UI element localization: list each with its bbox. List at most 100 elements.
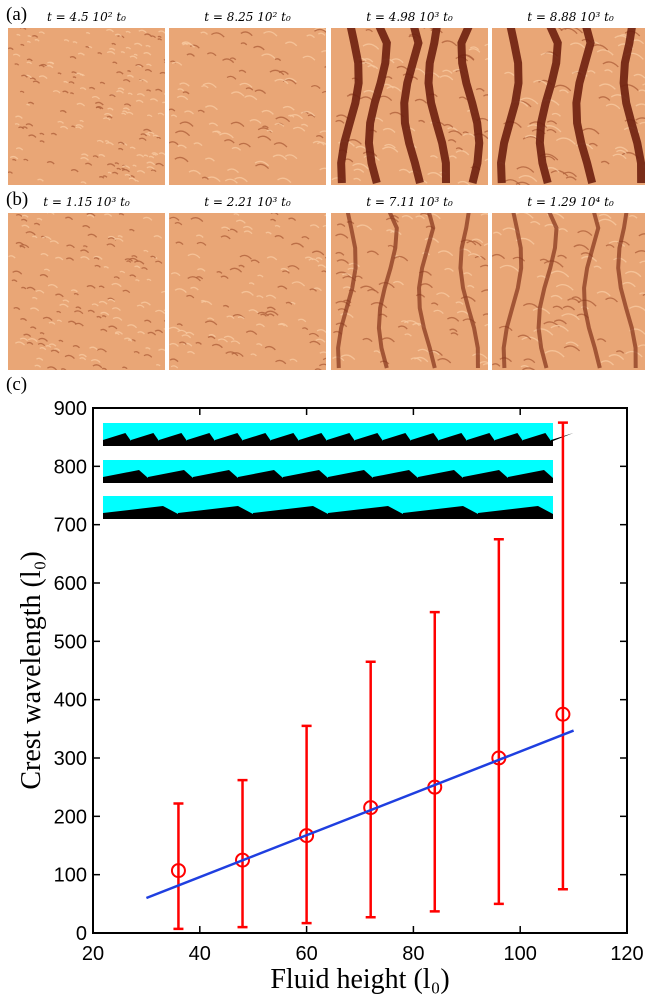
time-label: t = 4.98 10³ t₀: [366, 10, 453, 24]
ripple: [8, 171, 13, 174]
ripple: [553, 319, 567, 325]
ripple: [512, 256, 526, 262]
ripple: [79, 73, 85, 77]
ripple: [21, 286, 27, 290]
ripple: [114, 237, 124, 242]
ripple: [455, 301, 464, 305]
ripple: [250, 259, 260, 264]
ripple: [118, 213, 125, 216]
time-label: t = 7.11 10³ t₀: [366, 195, 453, 209]
ripple: [175, 241, 184, 246]
ripple: [336, 223, 346, 228]
ripple: [96, 139, 104, 144]
ripple: [72, 41, 78, 44]
ripple: [555, 283, 574, 291]
ripple: [311, 250, 325, 256]
ripple: [238, 264, 245, 268]
ripple: [365, 28, 373, 33]
ripple: [97, 52, 103, 55]
crest: [417, 213, 437, 369]
time-label: t = 2.21 10³ t₀: [204, 195, 291, 209]
ripple: [181, 42, 188, 46]
ripple: [306, 34, 315, 39]
ripple: [447, 139, 457, 143]
ripple: [546, 128, 557, 134]
ripple: [75, 306, 82, 310]
ripple: [32, 80, 41, 84]
ripple: [169, 326, 181, 332]
ripple: [26, 286, 36, 291]
crest: [364, 28, 391, 185]
ripple: [143, 249, 149, 253]
ripple: [103, 266, 109, 269]
ripple: [79, 357, 87, 361]
ripple: [184, 110, 194, 115]
ripple: [499, 264, 520, 273]
ripple: [624, 270, 642, 278]
ripple: [265, 231, 272, 235]
ripple: [18, 126, 25, 130]
ripple: [67, 320, 77, 325]
ripple: [226, 315, 235, 319]
ripple: [204, 157, 215, 162]
ripple: [308, 258, 320, 263]
ripple: [169, 108, 176, 112]
ripple: [223, 335, 235, 341]
ripple: [124, 258, 133, 262]
ripple: [46, 161, 55, 165]
ripple: [492, 231, 502, 236]
ripple: [596, 290, 611, 297]
ripple: [79, 119, 84, 123]
ripple: [516, 166, 535, 173]
ripple: [207, 317, 215, 321]
ripple: [415, 215, 425, 220]
ripple: [207, 335, 216, 340]
ripple: [455, 147, 463, 151]
ripple: [240, 31, 253, 37]
ripple: [62, 90, 69, 94]
ripple: [291, 281, 306, 287]
ripple: [26, 103, 31, 106]
ripple: [175, 130, 191, 137]
ripple: [158, 348, 165, 352]
ripple: [598, 83, 616, 90]
ripple: [370, 302, 388, 309]
ripple: [57, 120, 64, 124]
ripple: [275, 359, 287, 365]
ripple: [140, 133, 148, 137]
crest: [535, 28, 562, 185]
crest: [536, 213, 559, 369]
ripple: [336, 259, 349, 265]
ripple: [530, 220, 541, 226]
inset-bed: [103, 470, 553, 483]
ripple: [72, 345, 80, 349]
crest: [458, 213, 480, 369]
ripple: [37, 342, 46, 347]
ripple: [297, 318, 307, 323]
ripple: [109, 94, 116, 98]
ripple: [177, 88, 185, 92]
ripple: [15, 213, 23, 217]
ripple: [222, 304, 230, 308]
ripple: [156, 136, 162, 140]
y-tick-label: 800: [54, 456, 87, 478]
ripple: [146, 161, 156, 166]
ripple: [171, 61, 183, 66]
ripple: [159, 71, 165, 75]
ripple: [457, 180, 471, 185]
ripple: [208, 334, 216, 338]
ripple: [289, 114, 304, 120]
ripple: [319, 351, 326, 354]
ripple: [249, 119, 262, 124]
ripple: [224, 139, 235, 144]
ripple: [23, 158, 29, 162]
ripple: [122, 366, 128, 370]
ripple: [125, 30, 131, 34]
ripple: [133, 42, 143, 47]
ripple: [289, 358, 298, 363]
ripple: [315, 257, 323, 261]
ripple: [600, 160, 610, 165]
ripple: [163, 320, 165, 322]
ripple: [633, 73, 645, 79]
ripple: [544, 350, 565, 358]
